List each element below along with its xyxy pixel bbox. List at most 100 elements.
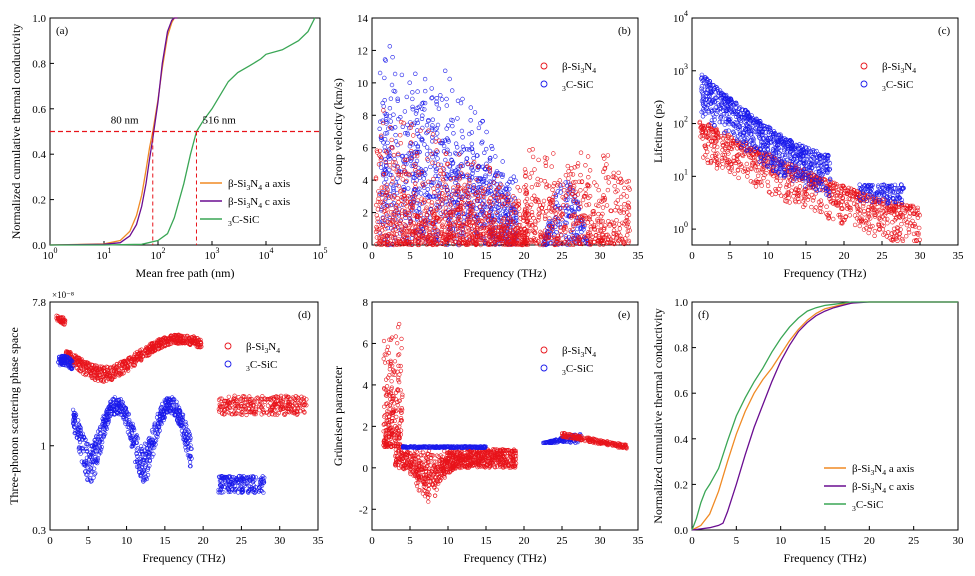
- bsn-point: [811, 195, 816, 200]
- bsn-point: [589, 220, 594, 225]
- bsn-point: [465, 172, 470, 178]
- y-tick-label-part: 4: [41, 149, 47, 161]
- x-tick-label: 25: [877, 250, 889, 262]
- bsn-point: [523, 170, 528, 175]
- bsn-point: [381, 216, 386, 221]
- legend-entry-sub: 4: [912, 66, 916, 75]
- bsn-point: [903, 234, 909, 239]
- bsn-point: [857, 223, 862, 229]
- sic-point: [570, 209, 575, 214]
- sic-point: [565, 197, 570, 203]
- bsn-point: [810, 198, 816, 203]
- bsn-point: [406, 233, 411, 238]
- sic-point: [382, 97, 387, 103]
- y-tick-label: 100: [673, 220, 688, 236]
- sic-point: [487, 158, 493, 163]
- x-tick-label-part: 5: [806, 250, 812, 262]
- bsn-point: [423, 223, 428, 228]
- bsn-point: [604, 240, 609, 246]
- bsn-point: [438, 231, 444, 237]
- sic-point: [421, 185, 427, 190]
- bsn-point: [500, 242, 505, 247]
- bsn-point: [455, 182, 461, 188]
- sic-point: [434, 101, 439, 107]
- bsn-point: [436, 162, 441, 167]
- sic-point: [553, 192, 559, 198]
- bsn-point: [440, 191, 445, 196]
- x-tick-label-part: 0: [600, 250, 606, 262]
- bsn-point: [481, 231, 486, 237]
- bsn-point: [481, 194, 487, 200]
- bsn-point: [444, 235, 449, 240]
- bsn-point: [397, 227, 402, 233]
- bsn-point: [588, 227, 594, 232]
- sic-point: [428, 195, 433, 200]
- sic-point: [410, 194, 415, 200]
- bsn-point: [448, 232, 453, 238]
- bsn-point: [709, 143, 714, 148]
- sic-point: [415, 128, 420, 133]
- bsn-point: [422, 235, 427, 241]
- bsn-point: [387, 163, 392, 168]
- sic-point: [462, 214, 467, 220]
- bsn-point: [541, 233, 547, 238]
- bsn-point: [444, 187, 450, 192]
- bsn-point: [399, 226, 405, 232]
- bsn-point: [421, 222, 426, 228]
- bsn-point: [439, 224, 445, 229]
- bsn-point: [523, 239, 528, 245]
- y-tick-label-part: .: [38, 149, 41, 161]
- sic-point: [438, 93, 443, 98]
- bsn-point: [451, 221, 456, 226]
- bsn-point: [894, 225, 900, 230]
- bsn-point: [872, 233, 877, 239]
- bsn-point: [818, 203, 823, 208]
- bsn-point: [378, 157, 384, 162]
- bsn-point: [396, 173, 401, 178]
- bsn-point: [390, 175, 395, 181]
- bsn-point: [527, 175, 533, 180]
- x-tick-label: 0: [47, 535, 53, 547]
- bsn-point: [553, 220, 558, 225]
- bsn-point: [626, 225, 631, 230]
- x-tick-label: 0: [369, 250, 375, 262]
- sic-point: [553, 224, 558, 230]
- y-tick-label-part: 4: [363, 13, 369, 25]
- bsn-point: [866, 204, 871, 210]
- sic-point: [417, 175, 422, 180]
- bsn-point: [605, 153, 611, 158]
- bsn-point: [380, 223, 386, 228]
- sic-point: [474, 206, 479, 211]
- bsn-point: [435, 241, 440, 246]
- bsn-point: [584, 202, 589, 208]
- x-axis-label: Frequency (THz): [464, 266, 547, 280]
- bsn-point: [385, 233, 391, 239]
- y-tick-label-part: 0: [32, 104, 38, 116]
- sic-point: [421, 100, 426, 106]
- bsn-point: [524, 190, 529, 196]
- bsn-point: [390, 180, 395, 185]
- sic-point: [451, 188, 456, 193]
- bsn-point: [543, 163, 549, 169]
- bsn-point: [559, 240, 564, 245]
- sic-point: [433, 173, 438, 179]
- bsn-point: [602, 223, 608, 228]
- sic-point: [443, 157, 448, 163]
- bsn-point: [601, 156, 607, 161]
- sic-point: [500, 201, 505, 207]
- bsn-point: [583, 163, 588, 168]
- sic-point: [414, 117, 420, 123]
- bsn-point: [583, 187, 588, 192]
- sic-point: [447, 151, 453, 157]
- sic-point: [514, 220, 519, 226]
- bsn-point: [625, 203, 630, 208]
- bsn-point: [414, 151, 420, 156]
- sic-point: [378, 119, 383, 124]
- bsn-point: [380, 199, 385, 205]
- bsn-point: [544, 185, 549, 190]
- bsn-point: [400, 177, 405, 182]
- y-tick-label-part: 0: [41, 240, 47, 252]
- bsn-point: [550, 187, 555, 193]
- bsn-point: [412, 194, 418, 199]
- bsn-point: [375, 207, 381, 212]
